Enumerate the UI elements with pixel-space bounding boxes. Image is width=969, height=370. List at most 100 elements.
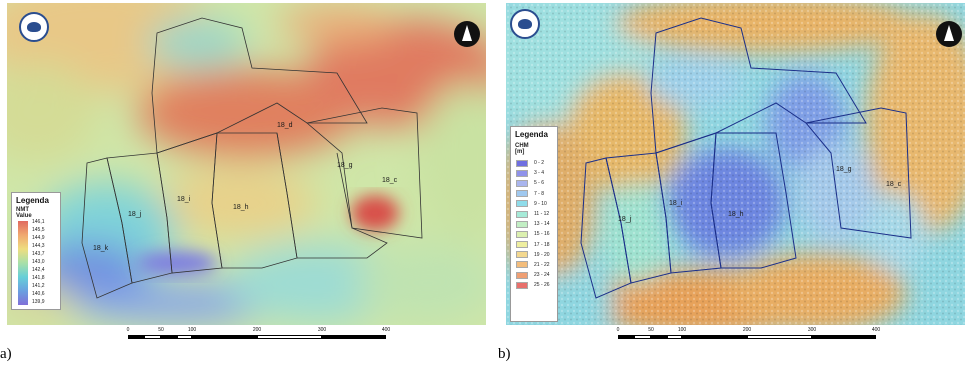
panel-a-dtm-map: 18_d 18_g 18_c 18_i 18_h 18_j 18_k Legen… bbox=[0, 3, 486, 362]
legend-layer-name: NMT bbox=[16, 207, 29, 213]
plot-label: 18_j bbox=[128, 211, 142, 218]
class-label: 0 - 2 bbox=[534, 160, 545, 167]
scale-tick-label: 100 bbox=[187, 327, 197, 333]
dtm-map-frame: 18_d 18_g 18_c 18_i 18_h 18_j 18_k Legen… bbox=[7, 3, 486, 325]
ramp-value-label: 145,5 bbox=[32, 227, 45, 233]
scale-segment bbox=[651, 335, 667, 339]
scale-segment bbox=[257, 335, 322, 339]
class-label: 21 - 22 bbox=[534, 261, 550, 268]
class-swatch bbox=[516, 200, 528, 208]
plot-label: 18_c bbox=[886, 181, 902, 188]
scale-segment bbox=[161, 335, 177, 339]
ramp-value-label: 141,2 bbox=[32, 283, 45, 289]
scale-tick-label: 400 bbox=[381, 327, 391, 333]
north-arrow-icon bbox=[454, 21, 480, 47]
north-arrow-icon bbox=[936, 21, 962, 47]
scale-tick-label: 0 bbox=[126, 327, 130, 333]
ramp-value-label: 144,3 bbox=[32, 243, 45, 249]
plot-label: 18_h bbox=[728, 211, 744, 218]
elevation-color-ramp: 146,1 145,5 144,9 144,3 143,7 143,0 142,… bbox=[18, 219, 60, 309]
class-label: 15 - 16 bbox=[534, 231, 550, 238]
class-label: 5 - 6 bbox=[534, 180, 545, 187]
class-swatch bbox=[516, 281, 528, 289]
chm-map-frame: 18_g 18_c 18_i 18_h 18_j bbox=[506, 3, 965, 325]
scale-segment bbox=[682, 335, 747, 339]
scale-tick-label: 50 bbox=[648, 327, 654, 333]
class-swatch bbox=[516, 190, 528, 198]
class-swatch bbox=[516, 220, 528, 228]
class-swatch bbox=[516, 159, 528, 167]
class-swatch bbox=[516, 230, 528, 238]
legend-class-row: 17 - 18 bbox=[516, 240, 557, 250]
legend-class-row: 0 - 2 bbox=[516, 158, 557, 168]
chm-legend: Legenda CHM [m] 0 - 2 3 - 4 5 - 6 7 - 8 … bbox=[510, 126, 558, 322]
panel-b-chm-map: 18_g 18_c 18_i 18_h 18_j Legenda CHM [m]… bbox=[490, 0, 969, 370]
scale-tick-label: 50 bbox=[158, 327, 164, 333]
legend-class-row: 19 - 20 bbox=[516, 250, 557, 260]
scale-tick-label: 100 bbox=[677, 327, 687, 333]
institution-logo-icon bbox=[510, 9, 540, 39]
class-swatch bbox=[516, 251, 528, 259]
legend-class-row: 21 - 22 bbox=[516, 260, 557, 270]
scale-segment bbox=[634, 335, 651, 339]
class-swatch bbox=[516, 271, 528, 279]
plot-label: 18_j bbox=[618, 216, 632, 223]
scale-segment bbox=[192, 335, 257, 339]
legend-layer-name: CHM bbox=[515, 143, 529, 149]
scale-segment bbox=[812, 335, 876, 339]
plot-label: 18_k bbox=[93, 245, 109, 252]
class-swatch bbox=[516, 210, 528, 218]
class-label: 11 - 12 bbox=[534, 211, 550, 218]
scale-bar: 0 50 100 200 300 400 bbox=[617, 327, 883, 341]
scale-segment bbox=[667, 335, 682, 339]
legend-class-row: 3 - 4 bbox=[516, 168, 557, 178]
class-swatch bbox=[516, 261, 528, 269]
scale-tick-label: 200 bbox=[742, 327, 752, 333]
legend-field-name: Value bbox=[16, 213, 32, 219]
class-swatch bbox=[516, 179, 528, 187]
dtm-plot-labels: 18_d 18_g 18_c 18_i 18_h 18_j 18_k bbox=[93, 122, 398, 252]
class-label: 19 - 20 bbox=[534, 251, 550, 258]
chm-plot-labels: 18_g 18_c 18_i 18_h 18_j bbox=[618, 166, 902, 223]
plot-label: 18_c bbox=[382, 177, 398, 184]
legend-class-row: 25 - 26 bbox=[516, 280, 557, 290]
scale-segment bbox=[322, 335, 386, 339]
ramp-value-label: 144,9 bbox=[32, 235, 45, 241]
legend-title: Legenda bbox=[515, 130, 548, 139]
color-ramp-bar bbox=[18, 221, 28, 305]
class-swatch bbox=[516, 169, 528, 177]
dtm-relief-svg bbox=[7, 3, 486, 325]
plot-label: 18_i bbox=[177, 196, 191, 203]
ramp-value-label: 140,6 bbox=[32, 291, 45, 297]
legend-title: Legenda bbox=[16, 196, 49, 205]
ramp-value-label: 141,8 bbox=[32, 275, 45, 281]
class-swatch bbox=[516, 241, 528, 249]
ramp-value-label: 143,0 bbox=[32, 259, 45, 265]
class-label: 9 - 10 bbox=[534, 200, 547, 207]
plot-label: 18_g bbox=[836, 166, 852, 173]
plot-label: 18_i bbox=[669, 200, 683, 207]
legend-class-row: 5 - 6 bbox=[516, 178, 557, 188]
legend-class-row: 23 - 24 bbox=[516, 270, 557, 280]
legend-class-row: 7 - 8 bbox=[516, 189, 557, 199]
class-label: 23 - 24 bbox=[534, 272, 550, 279]
institution-logo-icon bbox=[19, 12, 49, 42]
legend-class-row: 15 - 16 bbox=[516, 229, 557, 239]
class-label: 13 - 14 bbox=[534, 221, 550, 228]
scale-segment bbox=[618, 335, 634, 339]
panel-caption-b: b) bbox=[498, 346, 511, 362]
plot-label: 18_g bbox=[337, 162, 353, 169]
class-label: 17 - 18 bbox=[534, 241, 550, 248]
scale-tick-label: 300 bbox=[807, 327, 817, 333]
ramp-value-label: 143,7 bbox=[32, 251, 45, 257]
legend-class-row: 11 - 12 bbox=[516, 209, 557, 219]
scale-segment bbox=[747, 335, 812, 339]
chm-class-list: 0 - 2 3 - 4 5 - 6 7 - 8 9 - 10 11 - 12 1… bbox=[511, 158, 557, 290]
scale-tick-label: 300 bbox=[317, 327, 327, 333]
panel-caption-a: a) bbox=[0, 346, 12, 362]
scale-bar: 0 50 100 200 300 400 bbox=[126, 327, 393, 341]
ramp-value-label: 139,9 bbox=[32, 299, 45, 305]
scale-segment bbox=[128, 335, 144, 339]
legend-class-row: 9 - 10 bbox=[516, 199, 557, 209]
class-label: 25 - 26 bbox=[534, 282, 550, 289]
